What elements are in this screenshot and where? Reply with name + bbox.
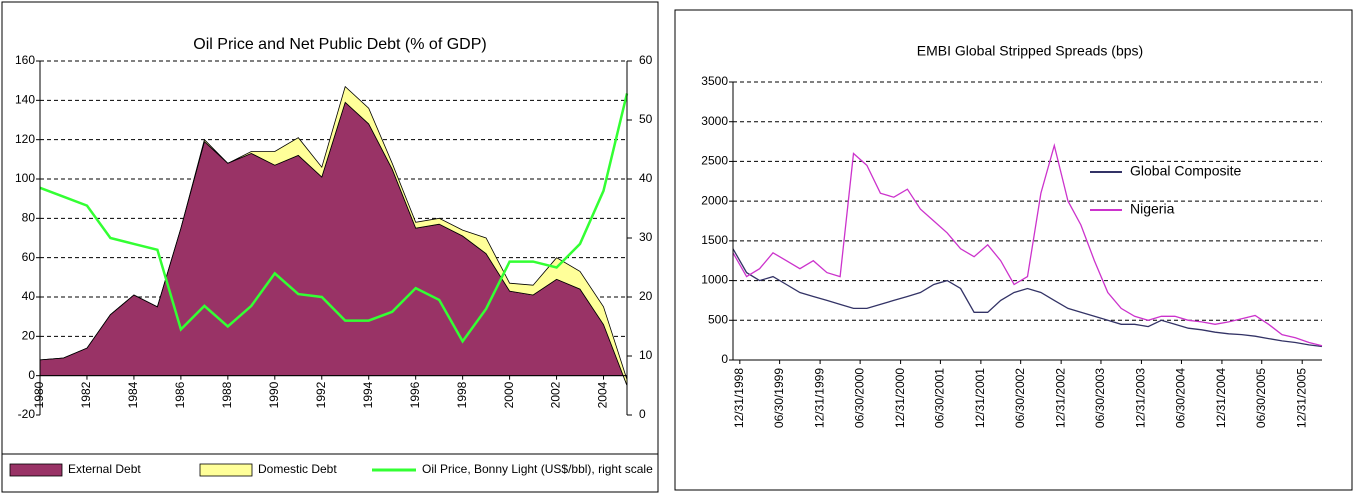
legend-label: Domestic Debt bbox=[258, 462, 337, 476]
chart-frame bbox=[674, 9, 1353, 491]
legend-label: External Debt bbox=[68, 462, 141, 476]
x-tick-label: 06/30/2004 bbox=[1174, 368, 1188, 428]
y-tick-label: 1500 bbox=[701, 233, 728, 247]
y-tick-label: 0 bbox=[28, 368, 35, 382]
x-tick-label: 1988 bbox=[220, 381, 234, 408]
x-tick-label: 06/30/2003 bbox=[1093, 368, 1107, 428]
y-tick-label: 140 bbox=[15, 93, 35, 107]
x-tick-label: 06/30/1999 bbox=[772, 368, 786, 428]
x-tick-label: 2002 bbox=[549, 381, 563, 408]
y2-tick-label: 60 bbox=[639, 53, 653, 67]
x-tick-label: 1992 bbox=[314, 381, 328, 408]
legend-label: Oil Price, Bonny Light (US$/bbl), right … bbox=[422, 462, 653, 476]
x-tick-label: 06/30/2005 bbox=[1254, 368, 1268, 428]
series-line bbox=[39, 93, 629, 344]
legend-swatch bbox=[199, 463, 253, 477]
x-tick-label: 12/31/2002 bbox=[1053, 368, 1067, 428]
y-tick-label: 3000 bbox=[701, 114, 728, 128]
x-tick-label: 12/31/1999 bbox=[812, 368, 826, 428]
y-tick-label: 160 bbox=[15, 53, 35, 67]
y-tick-label: 80 bbox=[22, 211, 36, 225]
y-tick-label: 100 bbox=[15, 171, 35, 185]
x-tick-label: 1986 bbox=[173, 381, 187, 408]
y-tick-label: 500 bbox=[708, 312, 728, 326]
series-line bbox=[732, 248, 1323, 348]
x-tick-label: 1982 bbox=[79, 381, 93, 408]
legend-swatch bbox=[9, 463, 63, 477]
x-tick-label: 1984 bbox=[126, 381, 140, 408]
x-tick-label: 12/31/2005 bbox=[1294, 368, 1308, 428]
x-tick-label: 06/30/2000 bbox=[852, 368, 866, 428]
x-tick-label: 12/31/2003 bbox=[1134, 368, 1148, 428]
x-tick-label: 12/31/2001 bbox=[973, 368, 987, 428]
y2-tick-label: 10 bbox=[639, 348, 653, 362]
y-tick-label: 1000 bbox=[701, 273, 728, 287]
x-tick-label: 12/31/1998 bbox=[732, 368, 746, 428]
y-tick-label: -20 bbox=[18, 407, 36, 421]
x-tick-label: 06/30/2001 bbox=[933, 368, 947, 428]
x-tick-label: 1994 bbox=[361, 381, 375, 408]
chart-title: EMBI Global Stripped Spreads (bps) bbox=[917, 43, 1143, 59]
y2-tick-label: 30 bbox=[639, 230, 653, 244]
y-tick-label: 40 bbox=[22, 289, 36, 303]
x-tick-label: 2000 bbox=[502, 381, 516, 408]
y-tick-label: 2500 bbox=[701, 154, 728, 168]
x-tick-label: 12/31/2000 bbox=[893, 368, 907, 428]
x-tick-label: 1996 bbox=[408, 381, 422, 408]
legend-label: Global Composite bbox=[1130, 163, 1241, 179]
y2-tick-label: 40 bbox=[639, 171, 653, 185]
x-tick-label: 12/31/2004 bbox=[1214, 368, 1228, 428]
y-tick-label: 3500 bbox=[701, 74, 728, 88]
x-tick-label: 1980 bbox=[32, 381, 46, 408]
y-tick-label: 120 bbox=[15, 132, 35, 146]
x-tick-label: 1990 bbox=[267, 381, 281, 408]
x-tick-label: 1998 bbox=[455, 381, 469, 408]
x-tick-label: 06/30/2002 bbox=[1013, 368, 1027, 428]
legend-label: Nigeria bbox=[1130, 201, 1175, 217]
chart-title: Oil Price and Net Public Debt (% of GDP) bbox=[193, 36, 486, 53]
y2-tick-label: 0 bbox=[639, 407, 646, 421]
y2-tick-label: 50 bbox=[639, 112, 653, 126]
y-tick-label: 0 bbox=[721, 352, 728, 366]
y-tick-label: 60 bbox=[22, 250, 36, 264]
series-line bbox=[732, 142, 1323, 347]
y-tick-label: 20 bbox=[22, 329, 36, 343]
y-tick-label: 2000 bbox=[701, 193, 728, 207]
x-tick-label: 2004 bbox=[596, 381, 610, 408]
y2-tick-label: 20 bbox=[639, 289, 653, 303]
